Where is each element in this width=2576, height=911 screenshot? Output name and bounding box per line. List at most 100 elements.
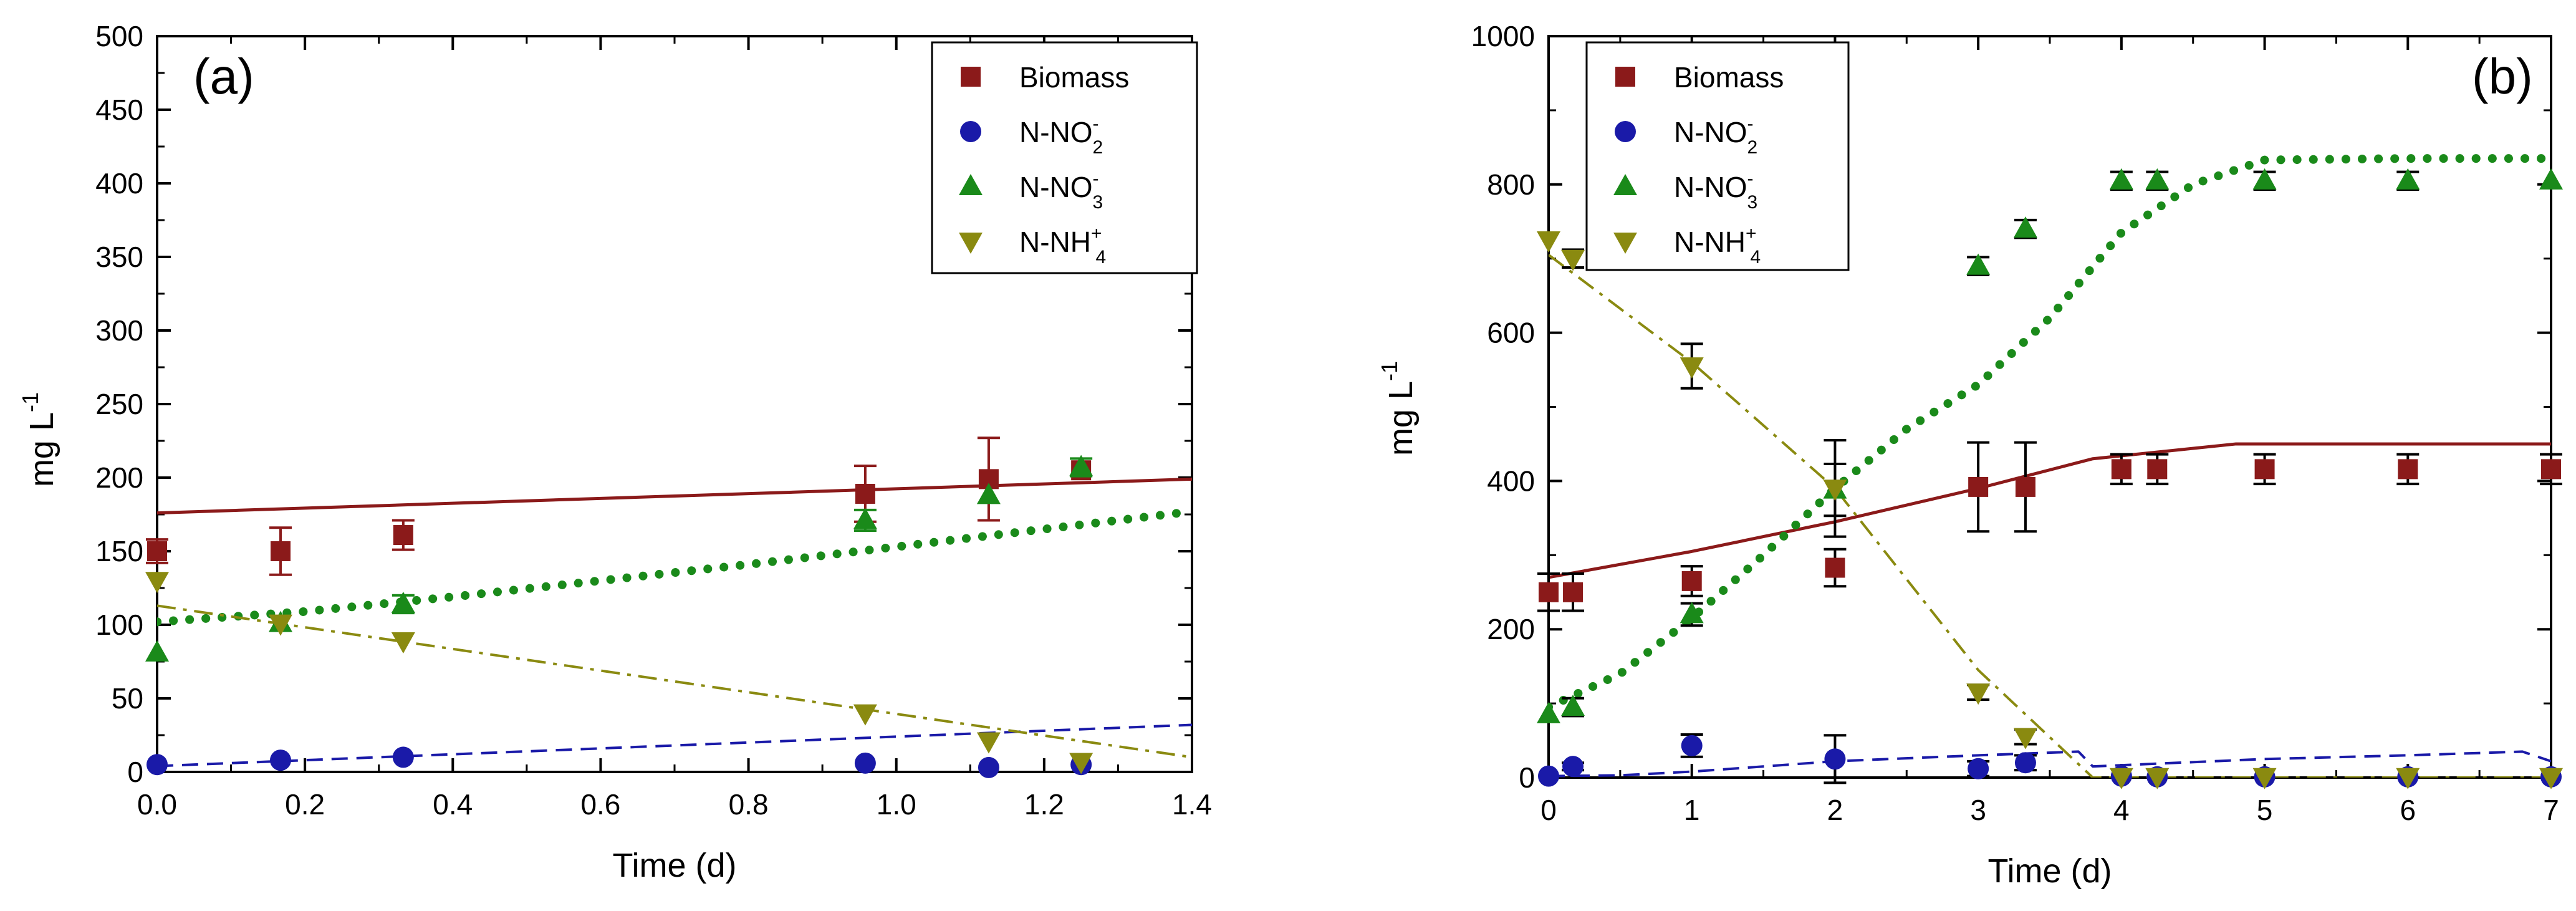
legend-label-sub: 2 bbox=[1093, 137, 1103, 158]
y-tick-label: 200 bbox=[1487, 613, 1535, 645]
model-line-nitrite bbox=[157, 723, 1192, 768]
legend-label-biomass: Biomass bbox=[1019, 61, 1129, 94]
x-tick-label: 1.4 bbox=[1172, 788, 1212, 821]
data-point-nitrite bbox=[978, 756, 999, 778]
legend-label-main: N-NO bbox=[1019, 116, 1093, 148]
data-point-nitrate bbox=[2109, 168, 2133, 190]
series-nitrite bbox=[147, 746, 1092, 778]
x-tick-label: 0.4 bbox=[433, 788, 473, 821]
y-tick-label: 500 bbox=[95, 20, 143, 52]
y-tick-label: 100 bbox=[95, 609, 143, 641]
series-ammonium bbox=[145, 572, 1093, 774]
y-tick-label: 600 bbox=[1487, 317, 1535, 349]
legend-marker-nitrate bbox=[959, 174, 983, 195]
legend-marker-nitrate bbox=[1613, 174, 1637, 195]
x-tick-label: 2 bbox=[1827, 794, 1843, 826]
y-axis-title-sup: -1 bbox=[17, 392, 43, 412]
legend-label-main: N-NO bbox=[1674, 171, 1747, 203]
legend-label-main: N-NH bbox=[1674, 226, 1746, 258]
data-point-nitrate bbox=[2396, 168, 2420, 190]
data-point-ammonium bbox=[2396, 768, 2420, 789]
legend-label-main: Biomass bbox=[1674, 61, 1784, 94]
legend-label-sup: - bbox=[1747, 113, 1754, 134]
x-tick-label: 6 bbox=[2400, 794, 2416, 826]
legend-label-main: N-NO bbox=[1674, 116, 1747, 148]
y-axis-title-main: mg L bbox=[23, 412, 60, 487]
legend-label-nitrite: N-NO- 2 bbox=[1019, 113, 1103, 158]
x-tick-label: 1.2 bbox=[1024, 788, 1064, 821]
legend-label-ammonium: N-NH+ 4 bbox=[1674, 223, 1761, 268]
y-tick-label: 0 bbox=[127, 756, 143, 788]
data-point-biomass bbox=[147, 541, 167, 561]
panel-label: (b) bbox=[2472, 49, 2533, 104]
legend-marker-biomass bbox=[1615, 67, 1635, 87]
data-point-nitrate bbox=[2252, 168, 2277, 190]
legend-marker-nitrite bbox=[1615, 121, 1636, 142]
legend-label-sup: + bbox=[1091, 223, 1102, 244]
legend-label-sub: 4 bbox=[1096, 247, 1107, 268]
x-tick-label: 0.2 bbox=[285, 788, 325, 821]
x-axis-title: Time (d) bbox=[1988, 852, 2112, 890]
model-line-ammonium bbox=[157, 604, 1192, 759]
data-point-nitrate bbox=[1537, 701, 1560, 723]
legend-marker-nitrite bbox=[960, 121, 981, 142]
data-point-ammonium bbox=[2252, 768, 2277, 789]
model-line-nitrate bbox=[1549, 154, 2551, 712]
y-tick-label: 200 bbox=[95, 461, 143, 494]
data-point-ammonium bbox=[853, 704, 877, 726]
legend-marker-ammonium bbox=[1613, 233, 1637, 254]
series-biomass bbox=[146, 436, 1092, 576]
model-line-nitrate bbox=[157, 507, 1192, 627]
model-line-nitrite bbox=[1549, 750, 2551, 778]
y-tick-label: 0 bbox=[1519, 761, 1535, 794]
data-point-biomass bbox=[271, 541, 291, 561]
data-point-nitrate bbox=[145, 640, 169, 662]
series-biomass bbox=[1537, 441, 2562, 612]
data-point-nitrate bbox=[391, 591, 415, 613]
data-point-nitrate bbox=[2145, 168, 2170, 190]
data-point-biomass bbox=[855, 483, 875, 504]
data-point-nitrite bbox=[392, 746, 414, 768]
data-point-ammonium bbox=[1537, 231, 1560, 253]
data-point-biomass bbox=[1563, 582, 1584, 602]
data-point-nitrite bbox=[1562, 756, 1584, 778]
x-tick-label: 4 bbox=[2113, 794, 2130, 826]
model-lines bbox=[157, 477, 1192, 768]
legend-marker-biomass bbox=[961, 67, 981, 87]
data-point-ammonium bbox=[1966, 683, 1991, 705]
data-point-ammonium bbox=[2539, 768, 2563, 789]
series-nitrate bbox=[1537, 168, 2563, 723]
model-line-ammonium bbox=[1549, 254, 2551, 778]
legend-label-main: N-NO bbox=[1019, 171, 1093, 203]
x-tick-label: 0 bbox=[1540, 794, 1557, 826]
y-tick-label: 300 bbox=[95, 314, 143, 347]
data-point-ammonium bbox=[1823, 480, 1847, 501]
data-point-nitrate bbox=[1561, 695, 1585, 716]
y-tick-label: 400 bbox=[1487, 465, 1535, 497]
y-tick-label: 150 bbox=[95, 535, 143, 567]
data-point-biomass bbox=[2111, 459, 2131, 480]
x-tick-label: 7 bbox=[2543, 794, 2559, 826]
data-point-biomass bbox=[393, 525, 413, 546]
data-point-ammonium bbox=[2145, 768, 2170, 789]
legend-label-nitrate: N-NO- 3 bbox=[1019, 168, 1103, 213]
data-point-biomass bbox=[1539, 582, 1559, 602]
data-point-biomass bbox=[2147, 459, 2168, 480]
y-axis-title: mg L-1 bbox=[1377, 361, 1420, 456]
legend-label-sup: - bbox=[1093, 113, 1099, 134]
data-point-ammonium bbox=[1680, 357, 1704, 379]
legend-label-sup: - bbox=[1747, 168, 1754, 189]
data-point-nitrate bbox=[2539, 168, 2563, 190]
data-point-biomass bbox=[1825, 557, 1845, 578]
x-tick-label: 0.6 bbox=[580, 788, 620, 821]
data-point-biomass bbox=[2398, 459, 2418, 480]
data-point-ammonium bbox=[2013, 728, 2037, 750]
data-point-ammonium bbox=[2109, 768, 2133, 789]
data-point-nitrite bbox=[1968, 758, 1989, 779]
legend-label-sup: + bbox=[1746, 223, 1757, 244]
x-tick-label: 1.0 bbox=[877, 788, 916, 821]
data-point-ammonium bbox=[145, 572, 169, 594]
data-point-nitrite bbox=[270, 750, 292, 771]
